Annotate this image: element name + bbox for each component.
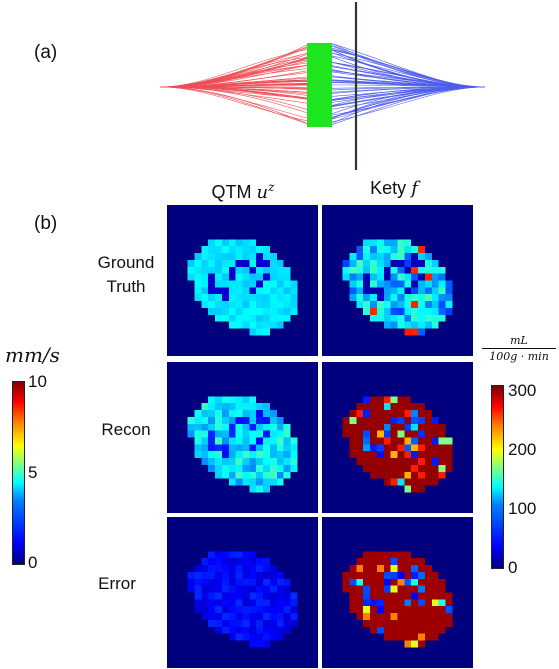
image-qtm-ground-truth [167,205,318,356]
inflow-lines-red [159,44,308,124]
column-header-kety-symbol: f [411,178,418,199]
colorbar-left-tick-min: 0 [28,553,38,572]
colorbar-right-unit: mL 100g · min [482,334,556,363]
column-header-kety-text: Kety [370,178,407,198]
colorbar-left-unit: mm/s [5,343,60,367]
row-label-error-line1: Error [98,574,136,593]
image-kety-error [322,517,473,668]
outflow-lines-blue [331,43,486,125]
column-header-qtm: QTM uz [168,178,318,203]
row-label-ground-truth: Ground Truth [81,251,171,299]
image-kety-recon [322,362,473,513]
colorbar-right-unit-denominator: 100g · min [489,350,549,363]
streamline-diagram [159,2,486,170]
row-label-recon: Recon [81,418,171,442]
column-header-kety: Kety f [319,178,469,199]
column-header-qtm-text: QTM [211,182,252,202]
column-header-qtm-superscript: z [268,180,275,194]
row-label-ground-truth-line1: Ground [97,253,155,272]
colorbar-left-tick-max: 10 [28,372,47,391]
panel-b-label: (b) [34,213,58,234]
colorbar-right-tick-300: 300 [508,381,537,400]
row-label-recon-line1: Recon [101,420,151,439]
capillary-band-green [307,43,332,127]
image-qtm-recon [167,362,318,513]
colorbar-right-tick-100: 100 [508,499,537,518]
image-qtm-error [167,517,318,668]
image-kety-ground-truth [322,205,473,356]
row-label-error: Error [72,572,162,596]
panel-a-label: (a) [34,42,58,63]
colorbar-right [491,385,504,569]
row-label-ground-truth-line2: Truth [106,277,146,296]
colorbar-left [12,381,25,565]
colorbar-right-unit-numerator: mL [482,334,556,349]
colorbar-left-tick-mid: 5 [28,463,38,482]
column-header-qtm-symbol: u [256,182,269,203]
colorbar-right-tick-0: 0 [508,558,518,577]
colorbar-right-tick-200: 200 [508,440,537,459]
